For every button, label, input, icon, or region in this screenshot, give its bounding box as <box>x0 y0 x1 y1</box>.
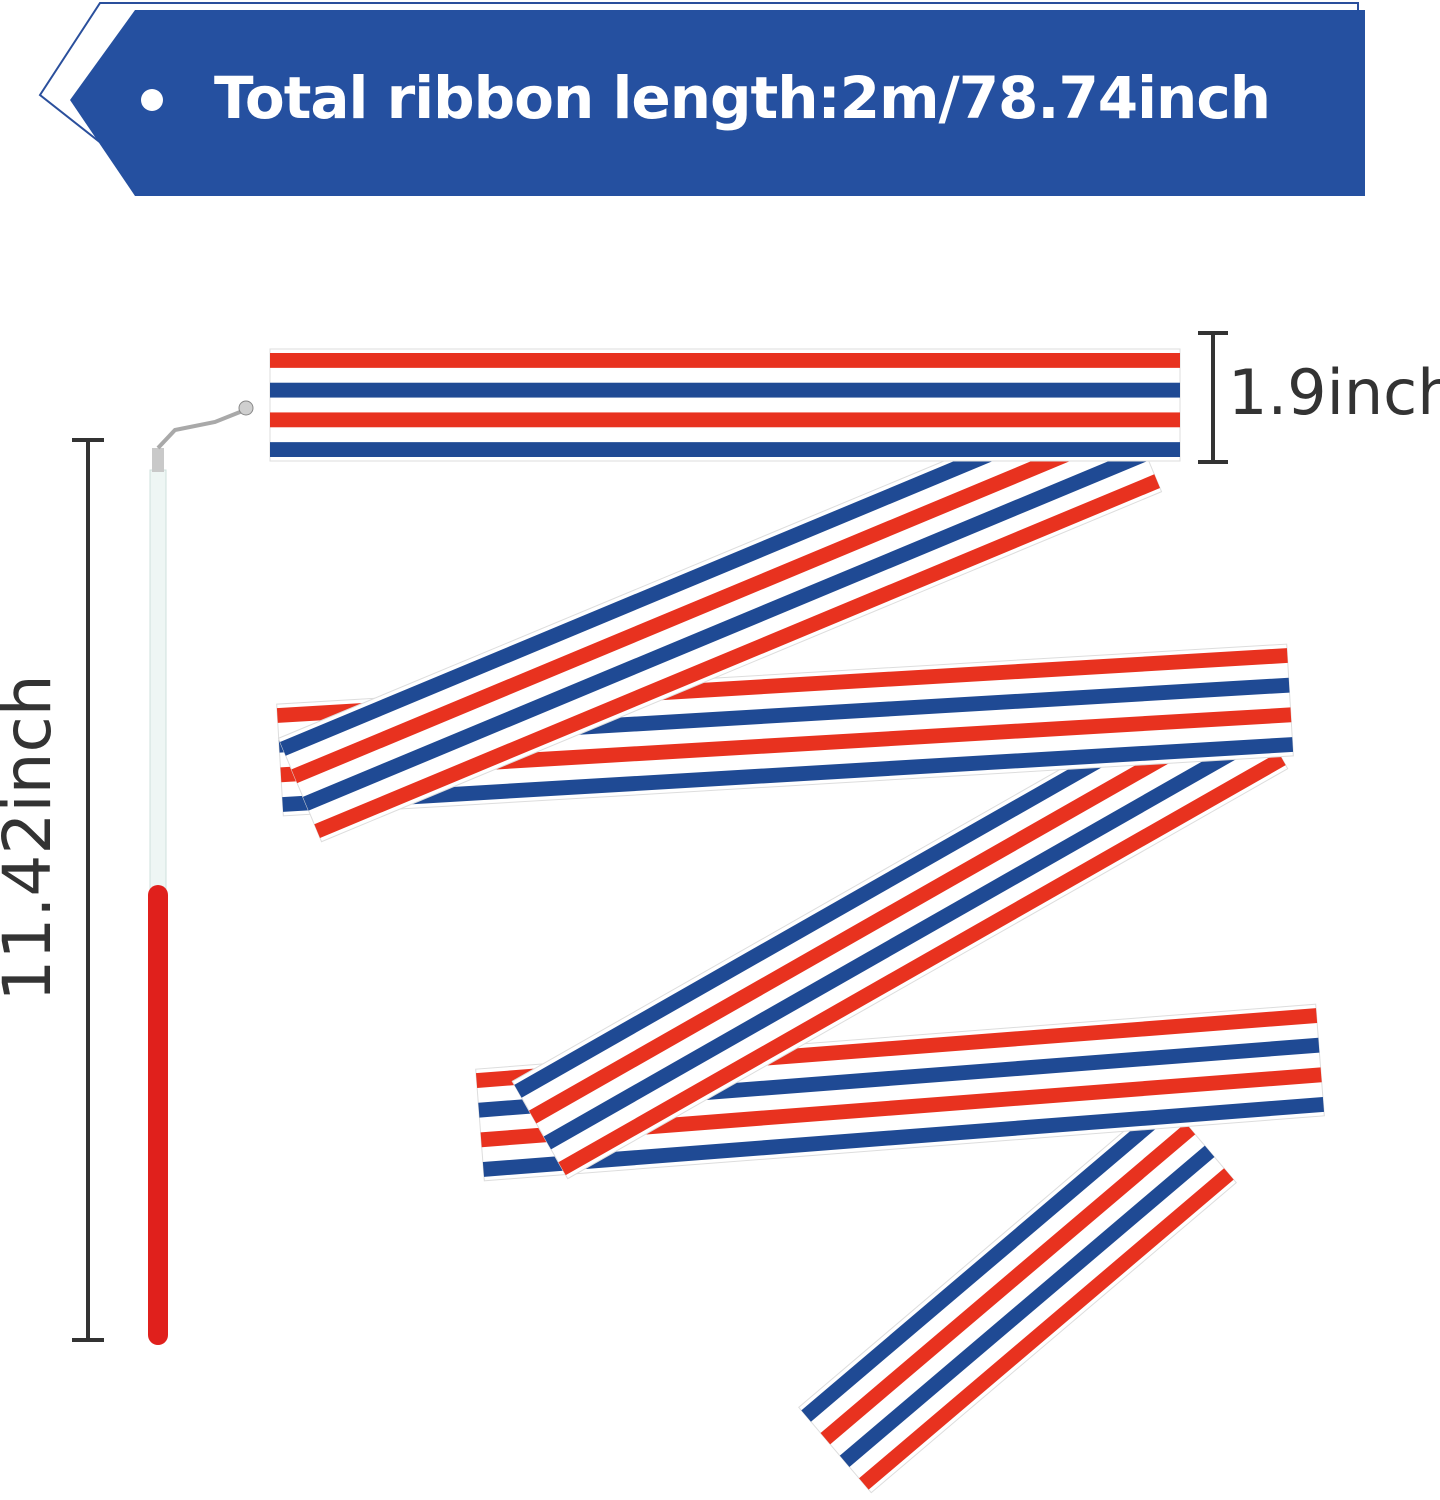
ribbon-base <box>798 1096 1237 1494</box>
ribbon-stripe <box>279 391 1126 756</box>
length-label: 11.42inch <box>0 674 66 1001</box>
ribbon-stripe <box>801 1100 1176 1422</box>
ribbon-base <box>276 643 1294 817</box>
ribbon-stripe <box>314 474 1160 838</box>
ribbon <box>269 348 1325 1494</box>
ribbon-base <box>475 1003 1325 1182</box>
wand-spring <box>152 448 164 472</box>
ribbon-stripe <box>270 412 1180 428</box>
ribbon-segment <box>511 670 1289 1180</box>
ribbon-stripe <box>482 1097 1325 1177</box>
ribbon-stripe <box>859 1168 1234 1490</box>
ribbon-stripe <box>280 707 1292 783</box>
ribbon-segment <box>269 348 1181 462</box>
wand-clip <box>156 408 246 450</box>
ribbon-stripe <box>528 700 1257 1124</box>
ribbon-stripe <box>543 726 1272 1150</box>
ribbon-stripe <box>820 1123 1196 1445</box>
width-label: 1.9inch <box>1228 356 1440 429</box>
wand-stick <box>149 469 167 891</box>
ribbon-stripe <box>839 1145 1215 1467</box>
wand-handle <box>148 885 168 1345</box>
banner-title: Total ribbon length:2m/78.74inch <box>214 64 1270 132</box>
ribbon-stripe <box>514 674 1242 1098</box>
ribbon-stripe <box>480 1067 1322 1148</box>
ribbon-stripe <box>282 737 1294 812</box>
ribbon-stripe <box>291 419 1138 784</box>
banner-hole <box>141 89 163 111</box>
ribbon-segment <box>798 1096 1237 1494</box>
banner <box>70 10 1365 196</box>
ribbon-stripe <box>302 446 1149 811</box>
ribbon-stripe <box>270 353 1180 368</box>
wand-eyelet <box>238 400 254 416</box>
ribbon-stripe <box>270 442 1180 457</box>
ribbon-segment <box>277 387 1163 843</box>
ribbon-stripe <box>558 752 1286 1176</box>
ribbon-stripe <box>270 382 1180 398</box>
